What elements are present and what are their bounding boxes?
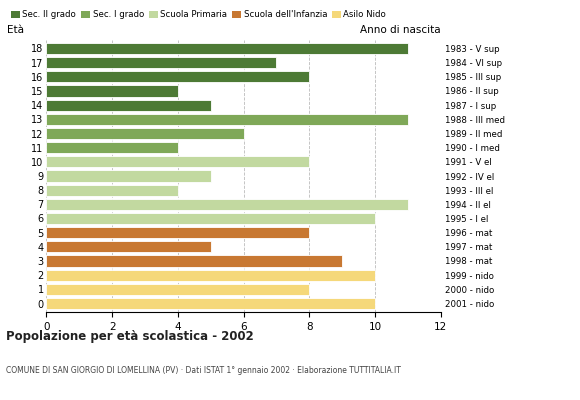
- Bar: [46, 114, 408, 125]
- Bar: [46, 142, 178, 153]
- Bar: [46, 57, 277, 68]
- Bar: [46, 284, 309, 295]
- Text: Popolazione per età scolastica - 2002: Popolazione per età scolastica - 2002: [6, 330, 253, 343]
- Text: Età: Età: [7, 24, 24, 34]
- Bar: [46, 100, 211, 111]
- Bar: [46, 43, 408, 54]
- Bar: [46, 185, 178, 196]
- Text: COMUNE DI SAN GIORGIO DI LOMELLINA (PV) · Dati ISTAT 1° gennaio 2002 · Elaborazi: COMUNE DI SAN GIORGIO DI LOMELLINA (PV) …: [6, 366, 401, 375]
- Legend: Sec. II grado, Sec. I grado, Scuola Primaria, Scuola dell'Infanzia, Asilo Nido: Sec. II grado, Sec. I grado, Scuola Prim…: [11, 10, 386, 19]
- Bar: [46, 156, 309, 167]
- Bar: [46, 170, 211, 182]
- Bar: [46, 256, 342, 266]
- Bar: [46, 86, 178, 96]
- Bar: [46, 213, 375, 224]
- Bar: [46, 270, 375, 281]
- Text: Anno di nascita: Anno di nascita: [360, 24, 441, 34]
- Bar: [46, 128, 244, 139]
- Bar: [46, 71, 309, 82]
- Bar: [46, 241, 211, 252]
- Bar: [46, 199, 408, 210]
- Bar: [46, 227, 309, 238]
- Bar: [46, 298, 375, 309]
